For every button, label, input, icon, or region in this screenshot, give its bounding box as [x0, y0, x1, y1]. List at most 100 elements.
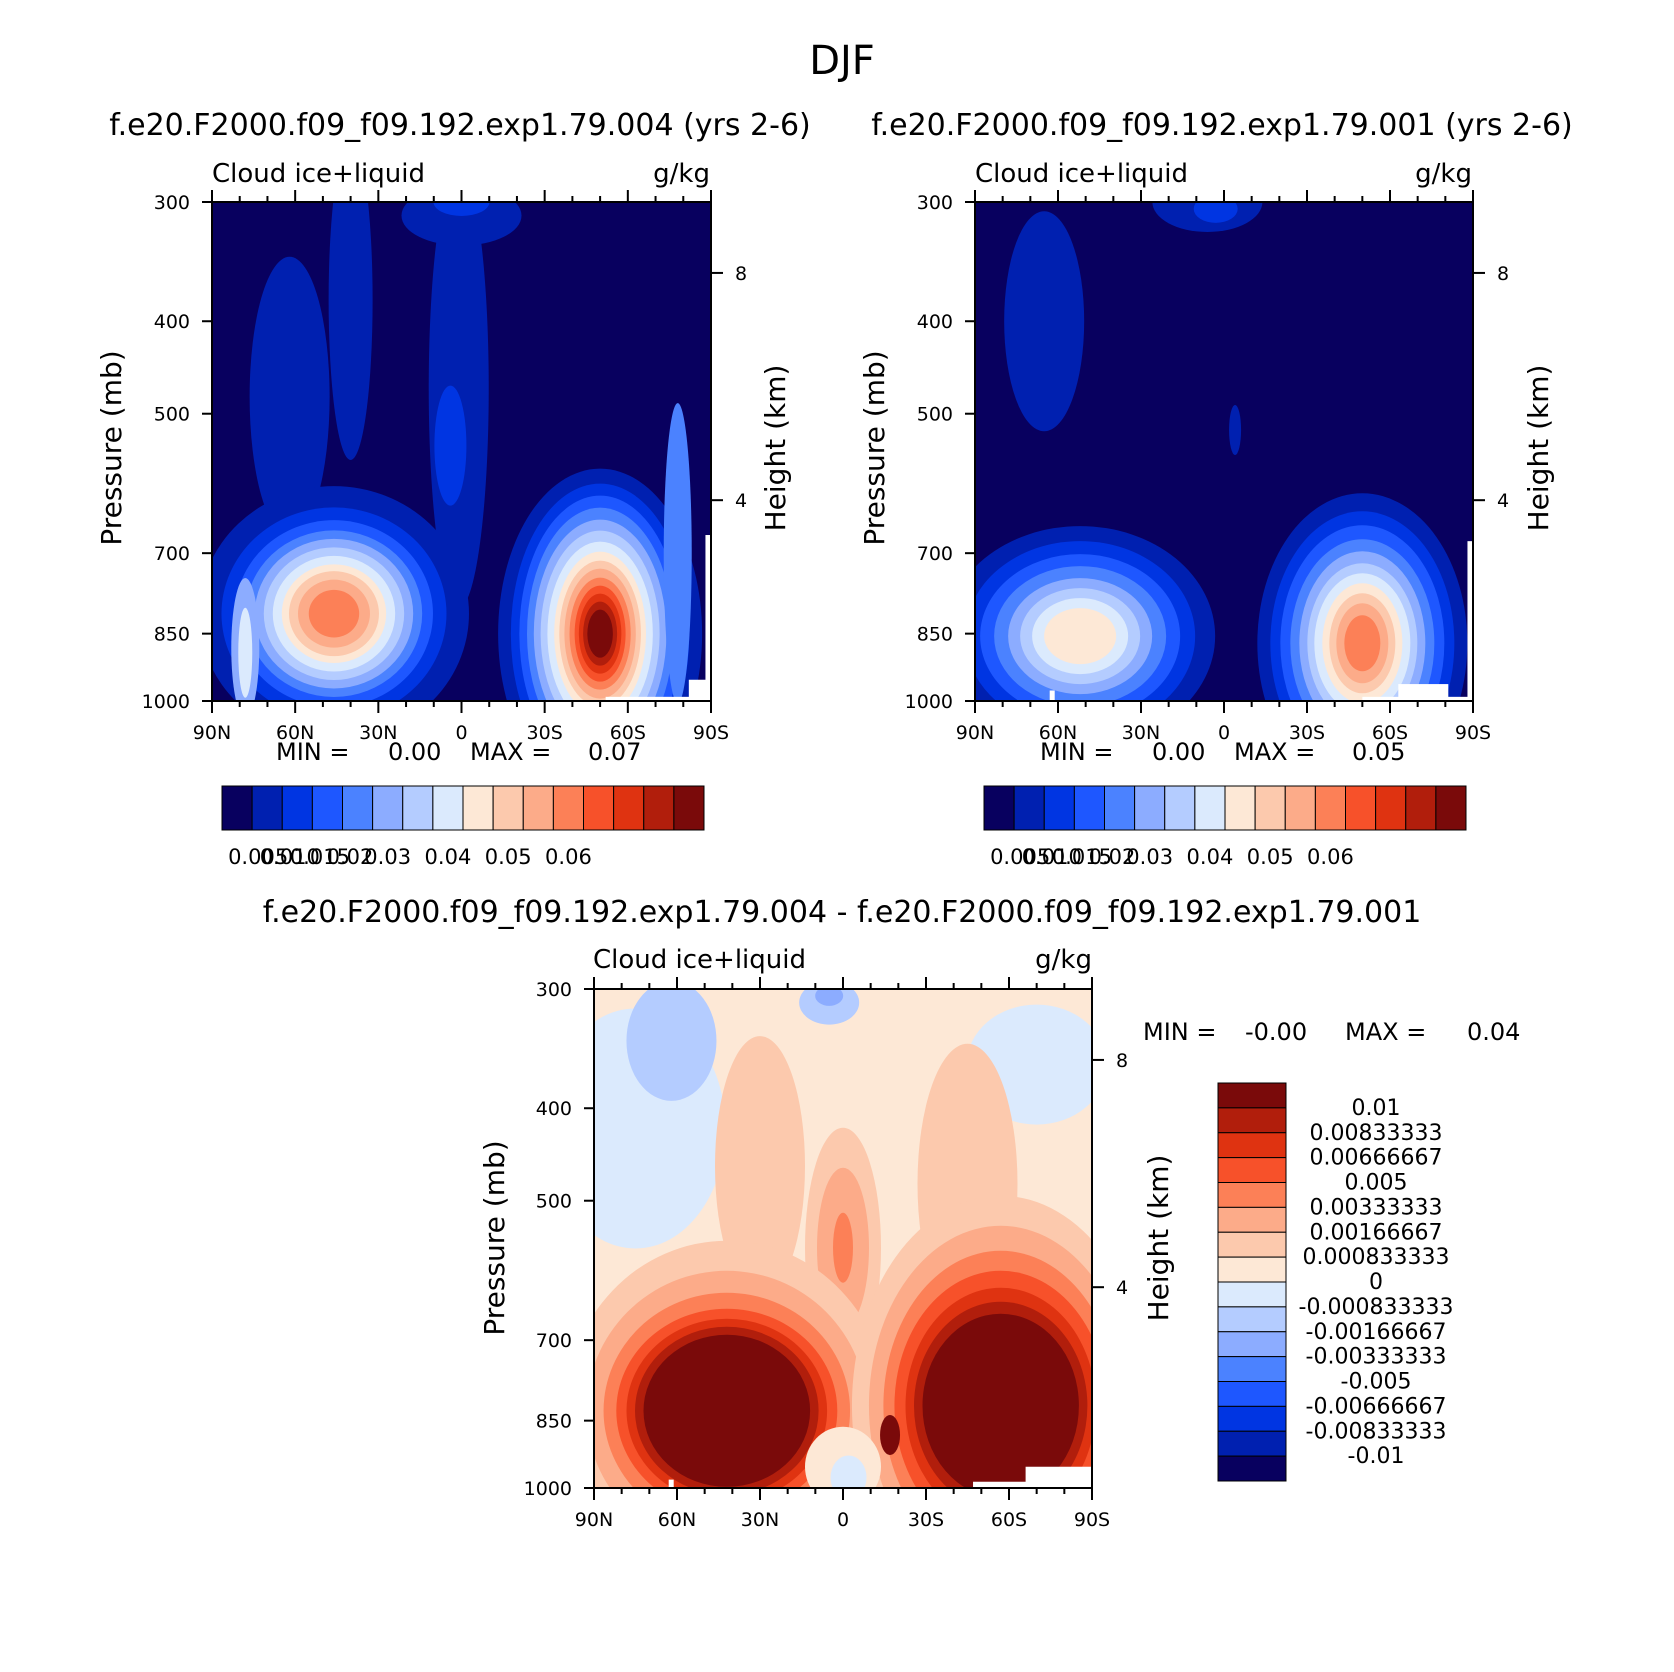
- missing-data: [605, 696, 711, 701]
- colorbar-swatch: [1217, 1356, 1287, 1382]
- colorbar-swatch: [1224, 785, 1256, 831]
- contour-band: [880, 1415, 901, 1456]
- units-label: g/kg: [653, 159, 710, 189]
- colorbar-swatch: [1375, 785, 1407, 831]
- colorbar-swatch: [1405, 785, 1437, 831]
- y-tick-label: 500: [154, 404, 190, 426]
- colorbar-label: 0.02: [1089, 845, 1136, 869]
- x-tick-label: 90N: [575, 1509, 613, 1531]
- y-tick-label: 500: [917, 404, 953, 426]
- contour-band: [249, 256, 330, 537]
- y-tick-label: 700: [536, 1330, 572, 1352]
- colorbar-label: 0.015: [290, 845, 350, 869]
- y-tick-label: 400: [536, 1098, 572, 1120]
- x-tick-label: 30N: [741, 1509, 779, 1531]
- y-axis-label: Pressure (mb): [95, 350, 128, 545]
- contour-band: [238, 607, 253, 698]
- field-layers: [975, 202, 1473, 701]
- colorbar-swatch: [311, 785, 343, 831]
- x-tick-label: 60N: [658, 1509, 696, 1531]
- contour-band: [1004, 211, 1085, 432]
- x-tick-label: 90S: [693, 722, 729, 744]
- colorbar-label: 0.05: [1247, 845, 1294, 869]
- colorbar-swatch: [1043, 785, 1075, 831]
- panel-title: f.e20.F2000.f09_f09.192.exp1.79.004 (yrs…: [109, 108, 811, 143]
- max-label: MAX =: [1234, 738, 1315, 766]
- colorbar-swatch: [1217, 1331, 1287, 1358]
- x-tick-label: 90S: [1455, 722, 1491, 744]
- contour-band: [799, 989, 860, 1025]
- colorbar-swatch: [1435, 785, 1467, 831]
- y-tick-label-right: 4: [735, 490, 747, 512]
- colorbar-label: 0.00333333: [1310, 1195, 1443, 1220]
- colorbar-label: -0.00333333: [1306, 1345, 1447, 1370]
- axes: 90N 60N 30N 0 30S 60S 90S 300 400 500 700 850 1000 8 4: [905, 190, 1509, 744]
- colorbar-label: 0.005: [990, 845, 1050, 869]
- x-tick-label: 30S: [527, 722, 563, 744]
- y-tick-label: 700: [154, 543, 190, 565]
- y-tick-label: 850: [536, 1411, 572, 1433]
- axes: 90N 60N 30N 0 30S 60S 90S 300 400 500 700 850 1000 8 4: [524, 977, 1128, 1531]
- contour-field: [975, 202, 1473, 701]
- x-tick-label: 30N: [1122, 722, 1160, 744]
- colorbar-label: -0.00833333: [1306, 1419, 1447, 1444]
- colorbar-swatch: [221, 785, 253, 831]
- colorbar-swatch: [402, 785, 434, 831]
- colorbar-swatch: [1194, 785, 1226, 831]
- contour-band: [1044, 608, 1117, 665]
- colorbar-swatch: [1217, 1455, 1287, 1482]
- colorbar-swatch: [281, 785, 313, 831]
- min-value: 0.00: [1152, 738, 1205, 766]
- colorbar-swatch: [1217, 1107, 1287, 1134]
- missing-data: [668, 1479, 674, 1488]
- y-tick-label: 300: [917, 192, 953, 214]
- contour-band: [1193, 202, 1238, 223]
- colorbar-swatch: [462, 785, 494, 831]
- x-tick-label: 90N: [956, 722, 994, 744]
- y-tick-label: 1000: [142, 691, 190, 713]
- colorbar-label: -0.005: [1341, 1370, 1412, 1395]
- missing-data: [1049, 690, 1055, 701]
- colorbar-label: 0.04: [425, 845, 472, 869]
- colorbar-swatch: [613, 785, 645, 831]
- x-tick-label: 30S: [1289, 722, 1325, 744]
- contour-band: [815, 989, 844, 1006]
- colorbar-label: 0: [1369, 1270, 1383, 1295]
- colorbar-label: 0.03: [364, 845, 411, 869]
- contour-band: [434, 385, 467, 506]
- y-tick-label: 700: [917, 543, 953, 565]
- colorbar-label: 0.04: [1187, 845, 1234, 869]
- max-label: MAX =: [1345, 1018, 1426, 1046]
- figure-title: DJF: [809, 38, 875, 84]
- x-tick-label: 60S: [1372, 722, 1408, 744]
- y-tick-label-right: 8: [1497, 263, 1509, 285]
- colorbar-label: 0.06: [1307, 845, 1354, 869]
- y-tick-label: 400: [154, 311, 190, 333]
- colorbar-swatch: [1134, 785, 1166, 831]
- y-tick-label: 500: [536, 1191, 572, 1213]
- colorbar-swatch: [1217, 1082, 1287, 1109]
- x-tick-label: 30S: [908, 1509, 944, 1531]
- contour-field: [594, 989, 1092, 1488]
- contour-band: [830, 1455, 867, 1488]
- colorbar-label: 0.02: [327, 845, 374, 869]
- min-value: 0.00: [388, 738, 441, 766]
- colorbar-label: 0.06: [545, 845, 592, 869]
- colorbar-swatch: [1013, 785, 1045, 831]
- y-tick-label-right: 8: [735, 263, 747, 285]
- min-label: MIN =: [1040, 738, 1113, 766]
- y-axis-label-right: Height (km): [1522, 365, 1555, 532]
- panel-control: f.e20.F2000.f09_f09.192.exp1.79.001 (yrs…: [858, 108, 1573, 869]
- units-label: g/kg: [1415, 159, 1472, 189]
- field-layers: [212, 202, 711, 701]
- panel-title: f.e20.F2000.f09_f09.192.exp1.79.004 - f.…: [263, 895, 1422, 930]
- max-value: 0.05: [1352, 738, 1405, 766]
- min-label: MIN =: [1143, 1018, 1216, 1046]
- contour-band: [308, 589, 360, 638]
- y-tick-label: 850: [917, 624, 953, 646]
- colorbar-swatch: [522, 785, 554, 831]
- colorbar-swatch: [251, 785, 283, 831]
- contour-band: [715, 1036, 805, 1297]
- contour-band: [922, 1313, 1079, 1488]
